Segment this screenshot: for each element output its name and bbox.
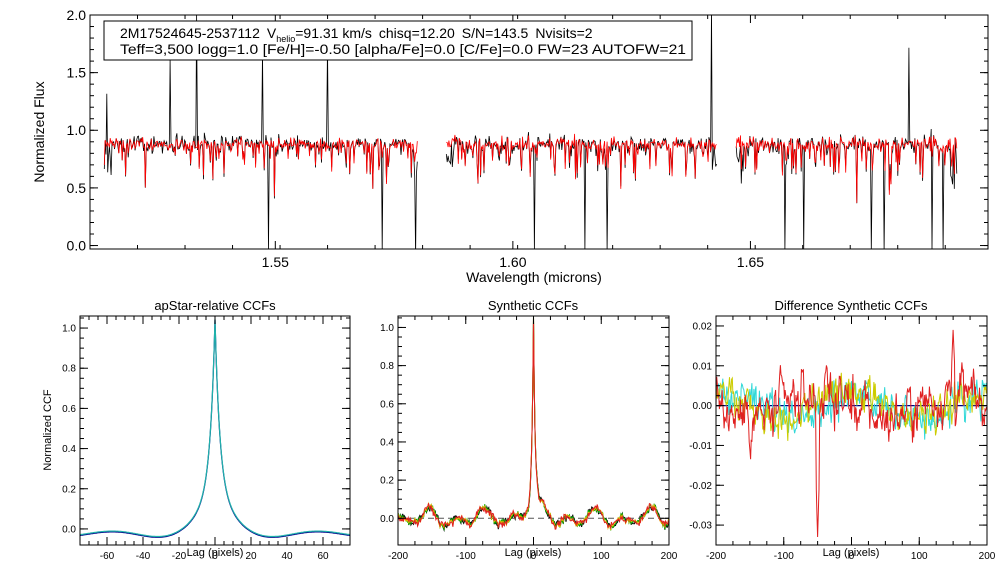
y-tick-label: -0.03	[689, 521, 712, 532]
y-tick-label: 0.01	[693, 361, 713, 372]
apstar-ccf-ylabel: Normalized CCF	[42, 389, 54, 471]
spectrum-panel: 1.55 1.60 1.65 0.0 0.5 1.0 1.5 2.0 2M17524645-2…	[31, 7, 989, 285]
y-tick-label: 0.8	[62, 364, 76, 375]
difference-ccf-xlabel: Lag (pixels)	[823, 547, 880, 559]
apstar-ccf-xlabel: Lag (pixels)	[187, 547, 244, 559]
y-tick-label: 1.0	[67, 122, 87, 138]
x-tick-label: 100	[911, 551, 928, 562]
x-tick-label: 1.55	[262, 254, 289, 270]
difference-ccf-title: Difference Synthetic CCFs	[775, 298, 928, 313]
y-tick-label: -0.01	[689, 441, 712, 452]
apstar-ccf-frame	[79, 315, 351, 546]
y-tick-label: 1.5	[67, 65, 87, 81]
synthetic-ccf-ticks: -200 -100 0 100 200 0.0 0.2 0.4 0.6 0.8 1.0	[380, 316, 678, 562]
y-tick-label: 0.0	[380, 514, 394, 525]
model-spectrum-chunk-2	[446, 133, 717, 189]
apstar-ccf-line-2	[79, 319, 351, 538]
synthetic-ccf-data	[397, 315, 670, 533]
apstar-ccf-ticks: -60 -40 -20 0 20 40 60 0.0 0.2 0.4 0.6 0.8 1.0	[62, 316, 351, 562]
x-tick-label: -60	[100, 551, 115, 562]
y-tick-label: 1.0	[62, 324, 76, 335]
x-tick-label: 1.65	[737, 254, 764, 270]
info-box-frame	[103, 20, 693, 61]
x-tick-label: 1.60	[499, 254, 526, 270]
spectrum-xlabel: Wavelength (microns)	[466, 269, 602, 285]
x-tick-label: 100	[593, 551, 610, 562]
y-tick-label: 0.5	[67, 180, 87, 196]
v-value: =91.31 km/s	[295, 25, 372, 41]
spectrum-ylabel: Normalized Flux	[31, 81, 47, 182]
x-tick-label: 60	[317, 551, 329, 562]
v-subscript: helio	[276, 34, 295, 44]
apstar-ccf-data	[79, 319, 351, 538]
y-tick-label: 1.0	[380, 323, 394, 334]
synthetic-ccf-panel: -200 -100 0 100 200 0.0 0.2 0.4 0.6 0.8 1.0 Synthe…	[380, 298, 678, 562]
x-tick-label: -100	[774, 551, 794, 562]
v-label: V	[267, 25, 277, 41]
difference-ccf-data	[715, 329, 988, 538]
y-tick-label: 0.00	[693, 401, 713, 412]
y-tick-label: 0.4	[62, 444, 76, 455]
synthetic-ccf-title: Synthetic CCFs	[488, 298, 579, 313]
y-tick-label: 0.2	[380, 476, 394, 487]
x-tick-label: -200	[388, 551, 408, 562]
x-tick-label: 0	[531, 551, 537, 562]
difference-ccf-ticks: -200 -100 0 100 200 -0.03 -0.02 -0.01 0.00 0.01 0.…	[689, 315, 996, 562]
apstar-ccf-title: apStar-relative CCFs	[154, 298, 276, 313]
spectrum-frame	[89, 14, 989, 250]
x-tick-label: -100	[456, 551, 476, 562]
y-tick-label: 0.4	[380, 437, 394, 448]
difference-ccf-line-3	[715, 329, 988, 538]
apstar-ccf-line-1	[79, 319, 351, 538]
difference-ccf-panel: -200 -100 0 100 200 -0.03 -0.02 -0.01 0.00 0.01 0.…	[689, 298, 996, 562]
x-tick-label: 40	[281, 551, 293, 562]
star-id: 2M17524645-2537112	[120, 25, 260, 41]
x-tick-label: -40	[136, 551, 151, 562]
y-tick-label: 0.6	[62, 404, 76, 415]
y-tick-label: 0.02	[693, 321, 713, 332]
difference-ccf-line-2	[715, 372, 988, 441]
synthetic-ccf-line-4	[397, 317, 670, 530]
y-tick-label: 0.0	[62, 524, 76, 535]
spectrum-info-box: 2M17524645-2537112 Vhelio=91.31 km/s chisq…	[103, 20, 693, 61]
nvisits-text: Nvisits=2	[535, 25, 592, 41]
info-line1: 2M17524645-2537112 Vhelio=91.31 km/s chisq…	[120, 25, 593, 44]
x-tick-label: -20	[172, 551, 187, 562]
y-tick-label: 0.6	[380, 399, 394, 410]
model-spectrum-chunk-3	[735, 135, 958, 203]
spectrum-data	[103, 15, 958, 249]
observed-spectrum-chunk-1	[103, 15, 418, 249]
y-tick-label: 0.2	[62, 484, 76, 495]
info-line2: Teff=3,500 logg=1.0 [Fe/H]=-0.50 [alpha/…	[120, 41, 686, 57]
y-tick-label: 2.0	[67, 7, 87, 23]
x-tick-label: 20	[245, 551, 257, 562]
model-spectrum-chunk-1	[103, 136, 418, 197]
sn-text: S/N=143.5	[462, 25, 529, 41]
chisq-text: chisq=12.20	[379, 25, 455, 41]
x-tick-label: -200	[706, 551, 726, 562]
x-tick-label: 0	[849, 551, 855, 562]
difference-ccf-frame	[715, 315, 988, 546]
apstar-ccf-panel: -60 -40 -20 0 20 40 60 0.0 0.2 0.4 0.6 0.8 1.0 apSta…	[42, 298, 351, 562]
x-tick-label: 200	[661, 551, 678, 562]
synthetic-ccf-xlabel: Lag (pixels)	[505, 547, 562, 559]
y-tick-label: 0.0	[67, 237, 87, 253]
spectrum-ticks: 1.55 1.60 1.65 0.0 0.5 1.0 1.5 2.0	[67, 7, 988, 270]
y-tick-label: 0.8	[380, 361, 394, 372]
x-tick-label: 200	[979, 551, 996, 562]
y-tick-label: -0.02	[689, 481, 712, 492]
x-tick-label: 0	[212, 551, 218, 562]
